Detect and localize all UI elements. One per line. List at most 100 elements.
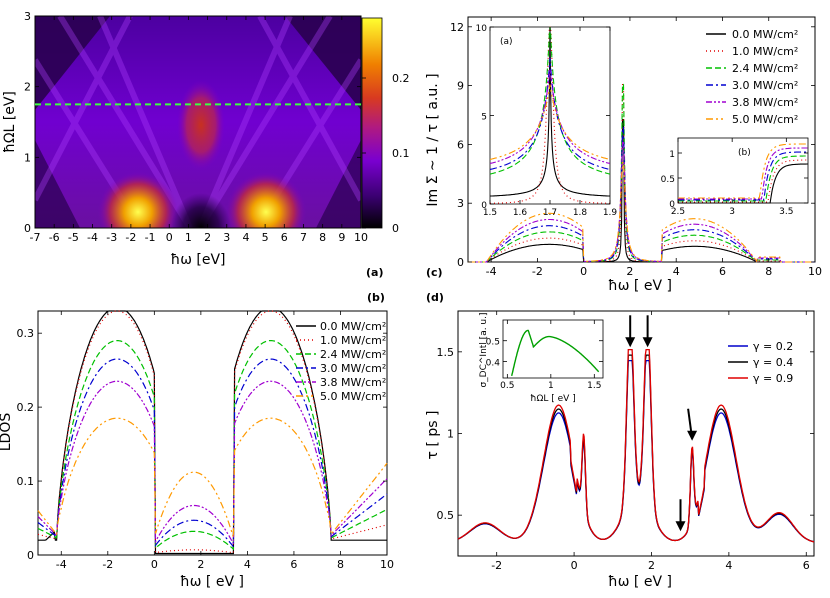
- panel-b-xtick-label: 6: [290, 558, 297, 571]
- panel-b-label: (b): [367, 291, 385, 304]
- ldos-series-line: [37, 417, 388, 538]
- colorbar-tick-label: 0.1: [392, 147, 410, 160]
- legend-entry: γ = 0.9: [753, 372, 793, 385]
- panel-b-ytick-label: 0.3: [17, 327, 35, 340]
- panel-b-ytick-label: 0.2: [17, 401, 35, 414]
- legend-entry: 5.0 MW/cm²: [320, 390, 386, 403]
- inset-b-series-line: [678, 151, 808, 201]
- imsigma-series-line: [468, 161, 815, 263]
- heatmap-dark-region-top-right: [285, 16, 361, 110]
- panel-b-xtick-label: -4: [56, 558, 67, 571]
- panel-b-ytick-label: 0.1: [17, 475, 35, 488]
- panel-a-xtick-label: 5: [262, 231, 269, 244]
- inset-b-series-line: [678, 147, 808, 200]
- heatmap-hotspot-left: [98, 172, 178, 228]
- tau-series-line: [457, 348, 815, 543]
- inset-a-ytick-label: 0: [481, 201, 487, 211]
- panel-c-ytick-label: 6: [457, 138, 464, 151]
- inset-a-xtick-label: 1.9: [603, 208, 618, 218]
- arrow-head: [625, 337, 636, 348]
- legend-entry: 0.0 MW/cm²: [732, 28, 798, 41]
- arrow-head: [675, 521, 686, 532]
- legend-entry: 2.4 MW/cm²: [732, 62, 798, 75]
- inset-b-series-line: [678, 159, 808, 203]
- inset-a-ytick-label: 5: [481, 113, 487, 123]
- inset-a-xtick-label: 1.6: [513, 208, 528, 218]
- ldos-series-line: [37, 380, 388, 545]
- panel-c-xlabel: ħω [ eV ]: [608, 278, 672, 294]
- panel-b-ytick-label: 0: [27, 549, 34, 562]
- arrow-head: [642, 337, 653, 348]
- panel-d-xtick-label: 4: [725, 559, 732, 572]
- panel-b-xtick-label: 0: [151, 558, 158, 571]
- panel-a-xtick-label: -3: [106, 231, 117, 244]
- panel-d-ytick-label: 1: [447, 428, 454, 441]
- inset-b-xtick-label: 3: [729, 207, 735, 217]
- panel-d-label: (d): [426, 291, 444, 304]
- colorbar-tick-label: 0.2: [392, 72, 410, 85]
- panel-c-xtick-label: 2: [626, 265, 633, 278]
- inset-a-xtick-label: 1.7: [543, 208, 557, 218]
- legend-entry: γ = 0.2: [753, 340, 793, 353]
- panel-b-xtick-label: 4: [244, 558, 251, 571]
- inset-b-ytick-label: 0: [669, 200, 675, 210]
- inset-d-ytick-label: 0.4: [486, 358, 501, 368]
- colorbar-tick-label: 0: [392, 222, 399, 235]
- heatmap-hotspot-right: [226, 172, 306, 228]
- panel-a-ytick-label: 3: [24, 10, 31, 23]
- panel-d-ytick-label: 0.5: [437, 509, 455, 522]
- panel-b-xlabel: ħω [ eV ]: [180, 574, 244, 590]
- inset-b-series-line: [678, 155, 808, 202]
- panel-c-ytick-label: 9: [457, 80, 464, 93]
- panel-b-frame: [37, 310, 388, 556]
- panel-c-inset-a: 1.5 1.6 1.7 1.8 1.9 0 5 10 (a): [476, 24, 618, 218]
- inset-a-xtick-label: 1.5: [483, 208, 497, 218]
- panel-d-xtick-label: -2: [491, 559, 502, 572]
- panel-c-ytick-label: 0: [457, 256, 464, 269]
- inset-d-ylabel: σ_DC^Intl [a. u.]: [479, 312, 489, 387]
- inset-a-series-line: [489, 69, 611, 165]
- heatmap-dark-center-bottom: [171, 193, 231, 228]
- heatmap-red-center-spot: [177, 80, 225, 170]
- panel-c-ytick-label: 12: [450, 21, 464, 34]
- panel-a-xlabel: ħω [eV]: [170, 252, 225, 268]
- colorbar: [361, 17, 383, 229]
- legend-entry: 5.0 MW/cm²: [732, 113, 798, 126]
- panel-d-inset: 0.5 1 1.5 0.4 0.5 ħΩL [ eV ] σ_DC^Intl [a. u…: [479, 312, 604, 404]
- legend-entry: γ = 0.4: [753, 356, 793, 369]
- panel-a-xtick-label: 6: [281, 231, 288, 244]
- panel-c-xtick-label: 6: [719, 265, 726, 278]
- inset-b-ytick-label: 1: [669, 150, 675, 160]
- legend-entry: 1.0 MW/cm²: [320, 334, 386, 347]
- panel-d-xlabel: ħω [ eV ]: [608, 574, 672, 590]
- panel-c-xtick-label: 10: [808, 265, 822, 278]
- panel-c-xtick-label: -4: [486, 265, 497, 278]
- inset-d-xtick-label: 0.5: [500, 381, 514, 391]
- panel-b-ylabel: LDOS: [0, 413, 14, 452]
- heatmap-dark-region-top-left: [35, 16, 110, 110]
- inset-b-xtick-label: 2.5: [671, 207, 685, 217]
- panel-a-xtick-label: 8: [319, 231, 326, 244]
- panel-b-xtick-label: 2: [197, 558, 204, 571]
- legend-entry: 3.8 MW/cm²: [732, 96, 798, 109]
- inset-b-series-line: [678, 163, 808, 204]
- legend-entry: 0.0 MW/cm²: [320, 320, 386, 333]
- panel-d-ylabel: τ [ ps ]: [425, 411, 441, 460]
- panel-b-xtick-label: -2: [102, 558, 113, 571]
- heatmap-dark-region-mid-left: [35, 140, 80, 228]
- inset-b-label: (b): [738, 148, 751, 158]
- inset-d-frame: [502, 319, 604, 379]
- arrow-head: [687, 430, 698, 441]
- panel-c-inset-b: 2.5 3 3.5 0 0.5 1 (b): [661, 137, 809, 217]
- inset-d-series-line: [511, 329, 600, 377]
- panel-a-xtick-label: -1: [145, 231, 156, 244]
- panel-d-tau: (d) -2 0 2 4 6 0.5 1 1.5 γ = 0.2 γ = 0.4 γ = 0.9…: [425, 291, 815, 590]
- panel-d-xtick-label: 0: [571, 559, 578, 572]
- panel-a-ytick-label: 2: [24, 81, 31, 94]
- inset-d-xtick-label: 1.5: [587, 381, 601, 391]
- panel-a-label: (a): [366, 266, 383, 279]
- inset-a-label: (a): [500, 37, 513, 47]
- inset-b-xtick-label: 3.5: [779, 207, 793, 217]
